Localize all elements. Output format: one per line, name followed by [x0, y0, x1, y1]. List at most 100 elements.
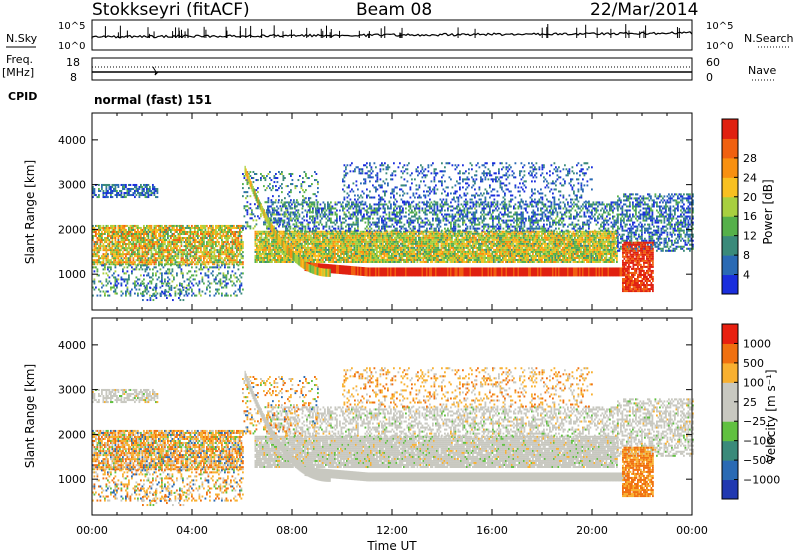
power-cell	[175, 235, 177, 237]
power-cell	[161, 261, 163, 263]
power-cell	[143, 278, 145, 280]
power-cell	[137, 282, 139, 284]
power-cell	[107, 253, 109, 255]
power-heatmap-data	[92, 162, 694, 301]
station-title: Stokkseyri (fitACF)	[92, 0, 250, 20]
power-cell	[136, 245, 138, 247]
power-cell	[107, 274, 109, 276]
power-cell	[100, 247, 102, 249]
power-cell	[115, 282, 117, 284]
power-cell	[154, 255, 156, 257]
power-cell	[122, 259, 124, 261]
power-cell	[113, 286, 115, 288]
power-cell	[131, 289, 133, 291]
power-cell	[142, 257, 144, 259]
power-cell	[229, 237, 231, 239]
power-cell	[112, 274, 114, 276]
power-cell	[115, 289, 117, 291]
power-cell	[134, 282, 136, 284]
power-cell	[242, 247, 244, 249]
power-cell	[151, 249, 153, 251]
power-cell	[182, 257, 184, 259]
power-cell	[152, 239, 154, 241]
power-cell	[242, 263, 244, 265]
power-cell	[221, 249, 223, 251]
power-cell	[127, 237, 129, 239]
power-cell	[167, 231, 169, 233]
power-cell	[206, 225, 208, 227]
power-cell	[184, 229, 186, 231]
power-cell	[137, 229, 139, 231]
power-cell	[148, 274, 150, 276]
power-cell	[140, 293, 142, 295]
power-cell	[227, 239, 229, 241]
power-cell	[148, 282, 150, 284]
power-cell	[239, 229, 241, 231]
power-cell	[131, 272, 133, 274]
power-cell	[190, 241, 192, 243]
power-cell	[214, 253, 216, 255]
power-cell	[107, 237, 109, 239]
power-cell	[211, 253, 213, 255]
power-cell	[163, 245, 165, 247]
power-cell	[169, 251, 171, 253]
power-cell	[172, 261, 174, 263]
power-cell	[187, 233, 189, 235]
power-cell	[221, 227, 223, 229]
power-cell	[160, 237, 162, 239]
power-cell	[197, 225, 199, 227]
power-cell	[187, 257, 189, 259]
power-cell	[163, 257, 165, 259]
power-cell	[145, 291, 147, 293]
freq-tick-top: 18	[66, 56, 80, 69]
power-cell	[176, 227, 178, 229]
power-cell	[226, 261, 228, 263]
power-cell	[220, 255, 222, 257]
power-cell	[196, 239, 198, 241]
power-cell	[215, 237, 217, 239]
power-cell	[100, 295, 102, 297]
power-cell	[140, 266, 142, 268]
power-cell	[116, 284, 118, 286]
power-cell	[139, 249, 141, 251]
power-cell	[148, 266, 150, 268]
power-cell	[212, 227, 214, 229]
power-cell	[95, 266, 97, 268]
power-cell	[115, 259, 117, 261]
power-cell	[236, 251, 238, 253]
power-cell	[217, 231, 219, 233]
power-cell	[106, 272, 108, 274]
noise-tick-right-top: 10^5	[706, 21, 733, 32]
power-cell	[106, 247, 108, 249]
power-cell	[121, 295, 123, 297]
power-cell	[229, 245, 231, 247]
power-cell	[206, 237, 208, 239]
power-cell	[125, 245, 127, 247]
power-cell	[146, 286, 148, 288]
power-cell	[100, 229, 102, 231]
power-cell	[115, 276, 117, 278]
power-cell	[143, 235, 145, 237]
power-cell	[227, 241, 229, 243]
power-cell	[163, 253, 165, 255]
power-cell	[97, 241, 99, 243]
power-cell	[229, 243, 231, 245]
power-cell	[146, 289, 148, 291]
power-cell	[140, 243, 142, 245]
power-cell	[109, 229, 111, 231]
power-cell	[215, 243, 217, 245]
power-cell	[178, 255, 180, 257]
nsky-label: N.Sky	[6, 32, 38, 45]
power-cell	[115, 225, 117, 227]
power-cell	[206, 259, 208, 261]
power-cell	[175, 251, 177, 253]
power-cell	[100, 243, 102, 245]
power-cell	[196, 253, 198, 255]
power-cell	[146, 268, 148, 270]
power-cell	[94, 289, 96, 291]
power-cell	[136, 284, 138, 286]
beam-title: Beam 08	[356, 0, 432, 20]
power-cell	[124, 280, 126, 282]
power-cell	[148, 253, 150, 255]
power-cell	[230, 229, 232, 231]
